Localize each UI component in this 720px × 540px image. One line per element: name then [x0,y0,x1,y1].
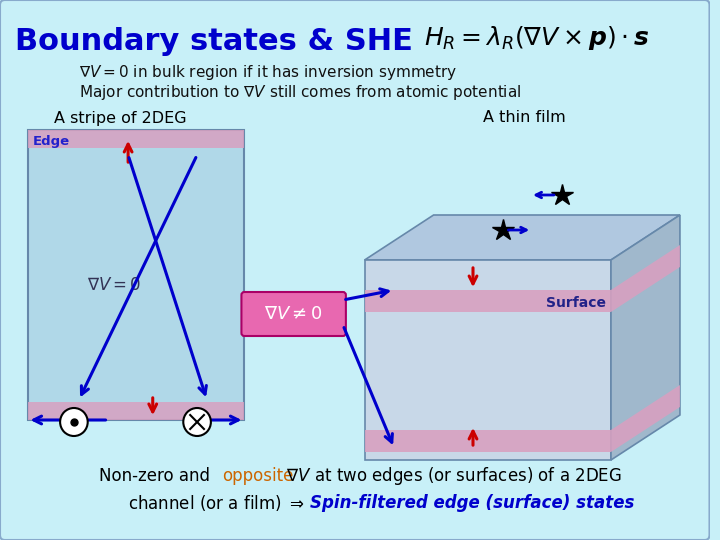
Text: opposite: opposite [222,467,293,485]
Circle shape [60,408,88,436]
FancyBboxPatch shape [241,292,346,336]
Polygon shape [364,215,680,260]
Text: Spin-filtered edge (surface) states: Spin-filtered edge (surface) states [310,494,635,512]
Bar [364,290,611,312]
Text: $H_R = \lambda_R (\nabla V \times \boldsymbol{p}) \cdot \boldsymbol{s}$: $H_R = \lambda_R (\nabla V \times \bolds… [424,24,649,52]
Text: Edge: Edge [32,136,70,148]
Text: Major contribution to $\nabla V$ still comes from atomic potential: Major contribution to $\nabla V$ still c… [78,83,521,102]
Text: Non-zero and: Non-zero and [99,467,215,485]
Text: $\nabla V = 0$ in bulk region if it has inversion symmetry: $\nabla V = 0$ in bulk region if it has … [78,63,457,82]
Bar [364,430,611,452]
Text: Boundary states & SHE: Boundary states & SHE [15,28,413,57]
Text: Surface: Surface [546,296,606,310]
Circle shape [184,408,211,436]
Text: $\nabla V = 0$: $\nabla V = 0$ [86,276,141,294]
Bar [27,130,244,420]
Text: $\nabla V \neq 0$: $\nabla V \neq 0$ [264,305,323,323]
Polygon shape [364,260,611,460]
Bar [27,130,244,148]
Polygon shape [611,385,680,452]
Text: channel (or a film) $\Rightarrow$: channel (or a film) $\Rightarrow$ [128,493,309,513]
Text: A thin film: A thin film [483,111,566,125]
Bar [27,402,244,420]
Text: A stripe of 2DEG: A stripe of 2DEG [54,111,186,125]
Polygon shape [611,245,680,312]
Polygon shape [611,215,680,460]
Text: $\nabla V$ at two edges (or surfaces) of a 2DEG: $\nabla V$ at two edges (or surfaces) of… [281,465,622,487]
